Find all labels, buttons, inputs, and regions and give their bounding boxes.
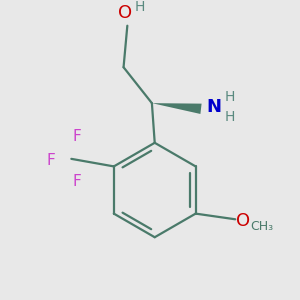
Text: O: O xyxy=(118,4,133,22)
Text: H: H xyxy=(224,89,235,103)
Text: O: O xyxy=(236,212,250,230)
Text: F: F xyxy=(73,174,81,189)
Text: F: F xyxy=(73,129,81,144)
Text: H: H xyxy=(224,110,235,124)
Text: H: H xyxy=(134,0,145,14)
Text: N: N xyxy=(207,98,222,116)
Polygon shape xyxy=(152,103,202,114)
Text: F: F xyxy=(46,153,55,168)
Text: CH₃: CH₃ xyxy=(250,220,273,233)
